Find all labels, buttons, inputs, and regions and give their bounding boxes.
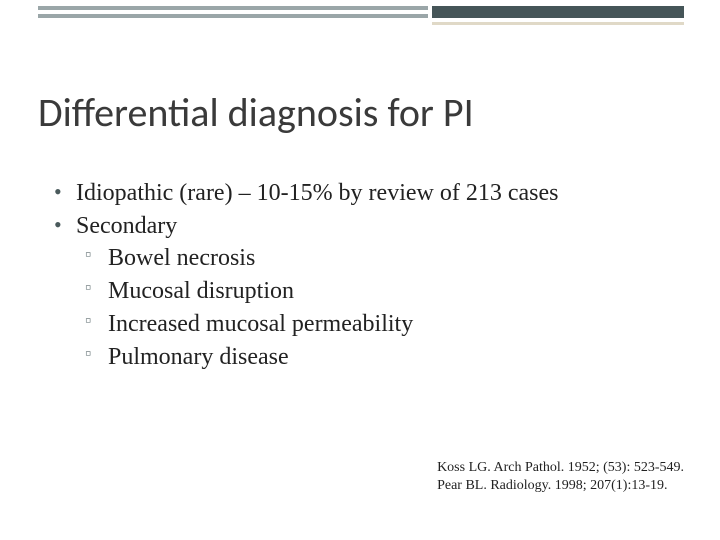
sub-bullet-item: Mucosal disruption: [52, 276, 672, 307]
decoration-block: [432, 6, 684, 18]
sub-bullet-item: Increased mucosal permeability: [52, 309, 672, 340]
citation-line: Pear BL. Radiology. 1998; 207(1):13-19.: [437, 477, 684, 495]
sub-bullet-item: Bowel necrosis: [52, 243, 672, 274]
slide-top-decoration: [0, 0, 720, 28]
decoration-stripe: [38, 6, 428, 10]
bullet-item: Idiopathic (rare) – 10-15% by review of …: [52, 178, 672, 209]
slide-title: Differential diagnosis for PI: [38, 88, 474, 137]
decoration-stripe: [38, 14, 428, 18]
slide-body: Idiopathic (rare) – 10-15% by review of …: [52, 178, 672, 374]
bullet-item: Secondary: [52, 211, 672, 242]
sub-bullet-item: Pulmonary disease: [52, 342, 672, 373]
citations-block: Koss LG. Arch Pathol. 1952; (53): 523-54…: [437, 459, 684, 494]
citation-line: Koss LG. Arch Pathol. 1952; (53): 523-54…: [437, 459, 684, 477]
decoration-accent: [432, 22, 684, 25]
